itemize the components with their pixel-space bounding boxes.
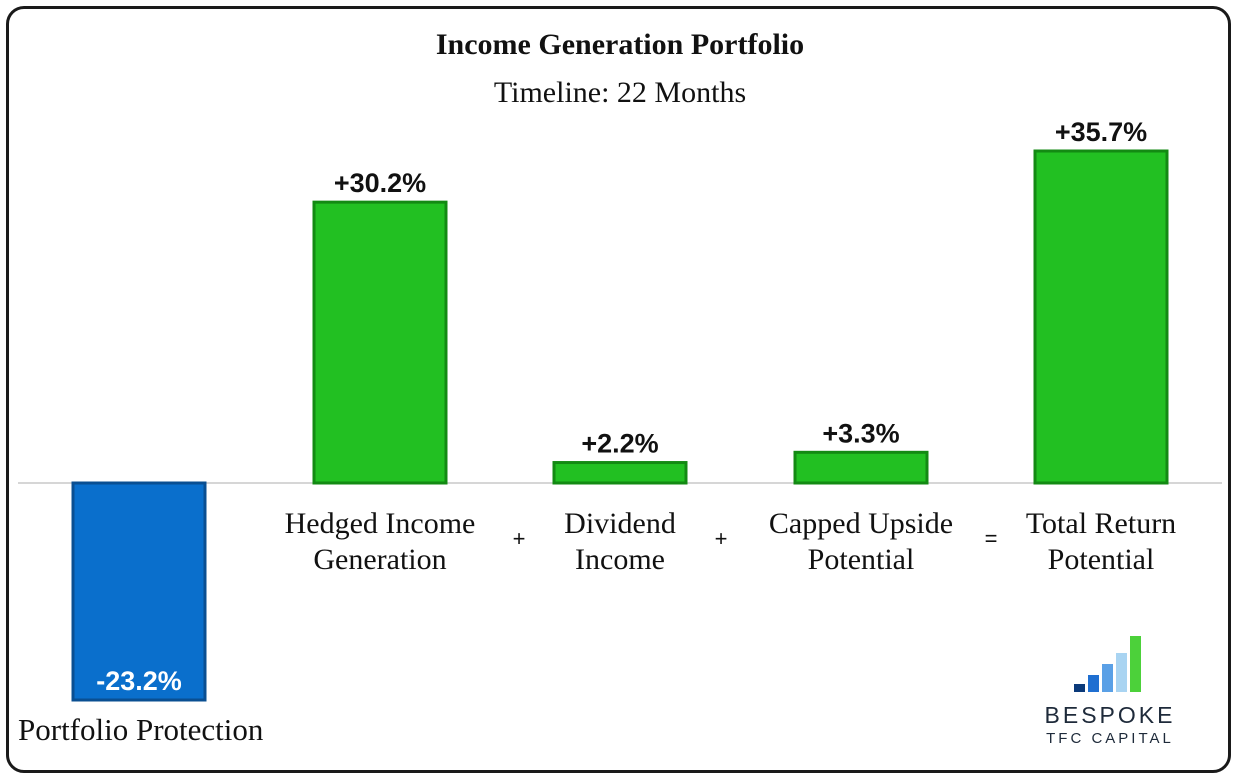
category-label-line: Dividend <box>564 507 676 540</box>
operator-2: = <box>984 526 998 551</box>
logo-bar-1 <box>1088 675 1099 692</box>
logo-bar-0 <box>1074 684 1085 692</box>
bar-0 <box>71 481 207 702</box>
category-label-line: Hedged Income <box>284 507 476 540</box>
category-label-2: Dividend Income <box>500 506 740 578</box>
logo-bars-icon <box>1074 632 1154 692</box>
bespoke-logo: BESPOKE TFC CAPITAL <box>1020 632 1200 752</box>
operator-0: + <box>512 526 526 551</box>
logo-subtitle: TFC CAPITAL <box>1046 730 1174 747</box>
operator-1: + <box>714 526 728 551</box>
category-label-4: Total Return Potential <box>981 506 1221 578</box>
category-label-line: Total Return <box>1025 507 1177 540</box>
category-label-line: Potential <box>807 543 915 576</box>
data-label-0: -23.2% <box>96 666 182 696</box>
chart-title: Income Generation Portfolio <box>435 28 805 61</box>
bar-3 <box>793 450 929 485</box>
category-label-0: Portfolio Protection <box>18 712 264 747</box>
category-label-line: Income <box>575 543 665 576</box>
data-label-3: +3.3% <box>822 418 899 448</box>
bar-1 <box>312 200 448 485</box>
data-label-1: +30.2% <box>334 168 426 198</box>
category-label-line: Generation <box>313 543 447 576</box>
chart-subtitle: Timeline: 22 Months <box>493 76 747 109</box>
logo-name: BESPOKE <box>1044 702 1176 728</box>
category-label-1: Hedged Income Generation <box>260 506 500 578</box>
logo-bar-4 <box>1130 636 1141 692</box>
logo-bar-3 <box>1116 653 1127 692</box>
category-label-line: Potential <box>1047 543 1155 576</box>
chart-frame <box>6 6 1231 773</box>
category-label-line: Capped Upside <box>768 507 954 540</box>
data-label-2: +2.2% <box>581 429 658 459</box>
bar-4 <box>1033 149 1169 485</box>
data-label-4: +35.7% <box>1055 117 1147 147</box>
bar-2 <box>552 461 688 485</box>
category-label-3: Capped Upside Potential <box>741 506 981 578</box>
logo-bar-2 <box>1102 664 1113 692</box>
